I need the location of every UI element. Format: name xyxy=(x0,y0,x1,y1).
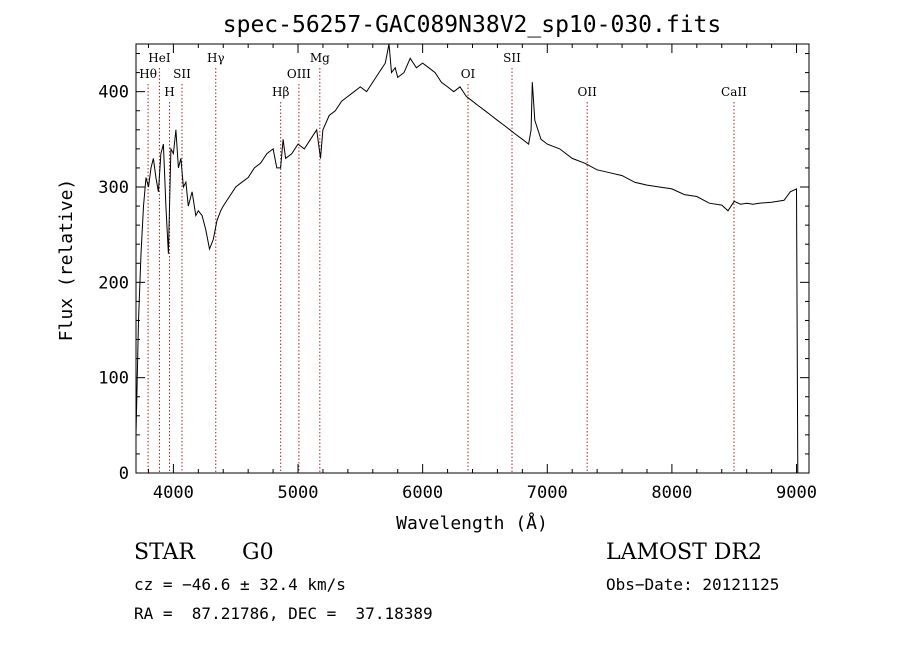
line-marker-label: OI xyxy=(461,67,476,81)
y-tick-label: 200 xyxy=(98,273,129,293)
line-markers: HeI Hθ SII H Hγ Hβ OIII Mg OI SII OII CaII xyxy=(139,51,747,473)
line-marker-label: Hθ xyxy=(139,67,157,81)
x-tick-label: 9000 xyxy=(776,483,817,503)
coordinates: RA = 87.21786, DEC = 37.18389 xyxy=(134,604,433,623)
y-tick-label: 400 xyxy=(98,83,129,103)
x-tick-label: 8000 xyxy=(651,483,692,503)
line-marker-label: Hγ xyxy=(207,51,225,65)
line-marker-label: Mg xyxy=(310,51,330,65)
chart-title: spec-56257-GAC089N38V2_sp10-030.fits xyxy=(223,12,722,38)
redshift-text: cz = −46.6 ± 32.4 km/s xyxy=(134,575,346,594)
line-marker-label: HeI xyxy=(148,51,171,65)
y-axis-label: Flux (relative) xyxy=(56,179,77,342)
line-marker-label: H xyxy=(164,85,174,99)
x-tick-label: 5000 xyxy=(278,483,319,503)
plot-frame xyxy=(135,43,810,474)
survey-name: LAMOST DR2 xyxy=(606,540,762,565)
obs-date: Obs−Date: 20121125 xyxy=(606,575,780,594)
object-class: STAR xyxy=(134,540,195,565)
line-marker-label: Hβ xyxy=(272,85,289,99)
spectrum-line xyxy=(135,43,799,474)
x-axis: 4000 5000 6000 7000 8000 9000 xyxy=(147,44,817,503)
x-tick-label: 6000 xyxy=(402,483,443,503)
y-tick-label: 0 xyxy=(119,464,129,484)
y-tick-label: 300 xyxy=(98,178,129,198)
line-marker-label: SII xyxy=(173,67,191,81)
line-marker-label: CaII xyxy=(721,85,747,99)
x-axis-label: Wavelength (Å) xyxy=(396,512,548,534)
line-marker-label: OIII xyxy=(287,67,311,81)
line-marker-label: OII xyxy=(577,85,597,99)
object-subclass: G0 xyxy=(242,540,274,565)
y-axis: 0 100 200 300 400 xyxy=(98,53,809,484)
y-tick-label: 100 xyxy=(98,369,129,389)
line-marker-label: SII xyxy=(503,51,521,65)
x-tick-label: 4000 xyxy=(153,483,194,503)
x-tick-label: 7000 xyxy=(527,483,568,503)
